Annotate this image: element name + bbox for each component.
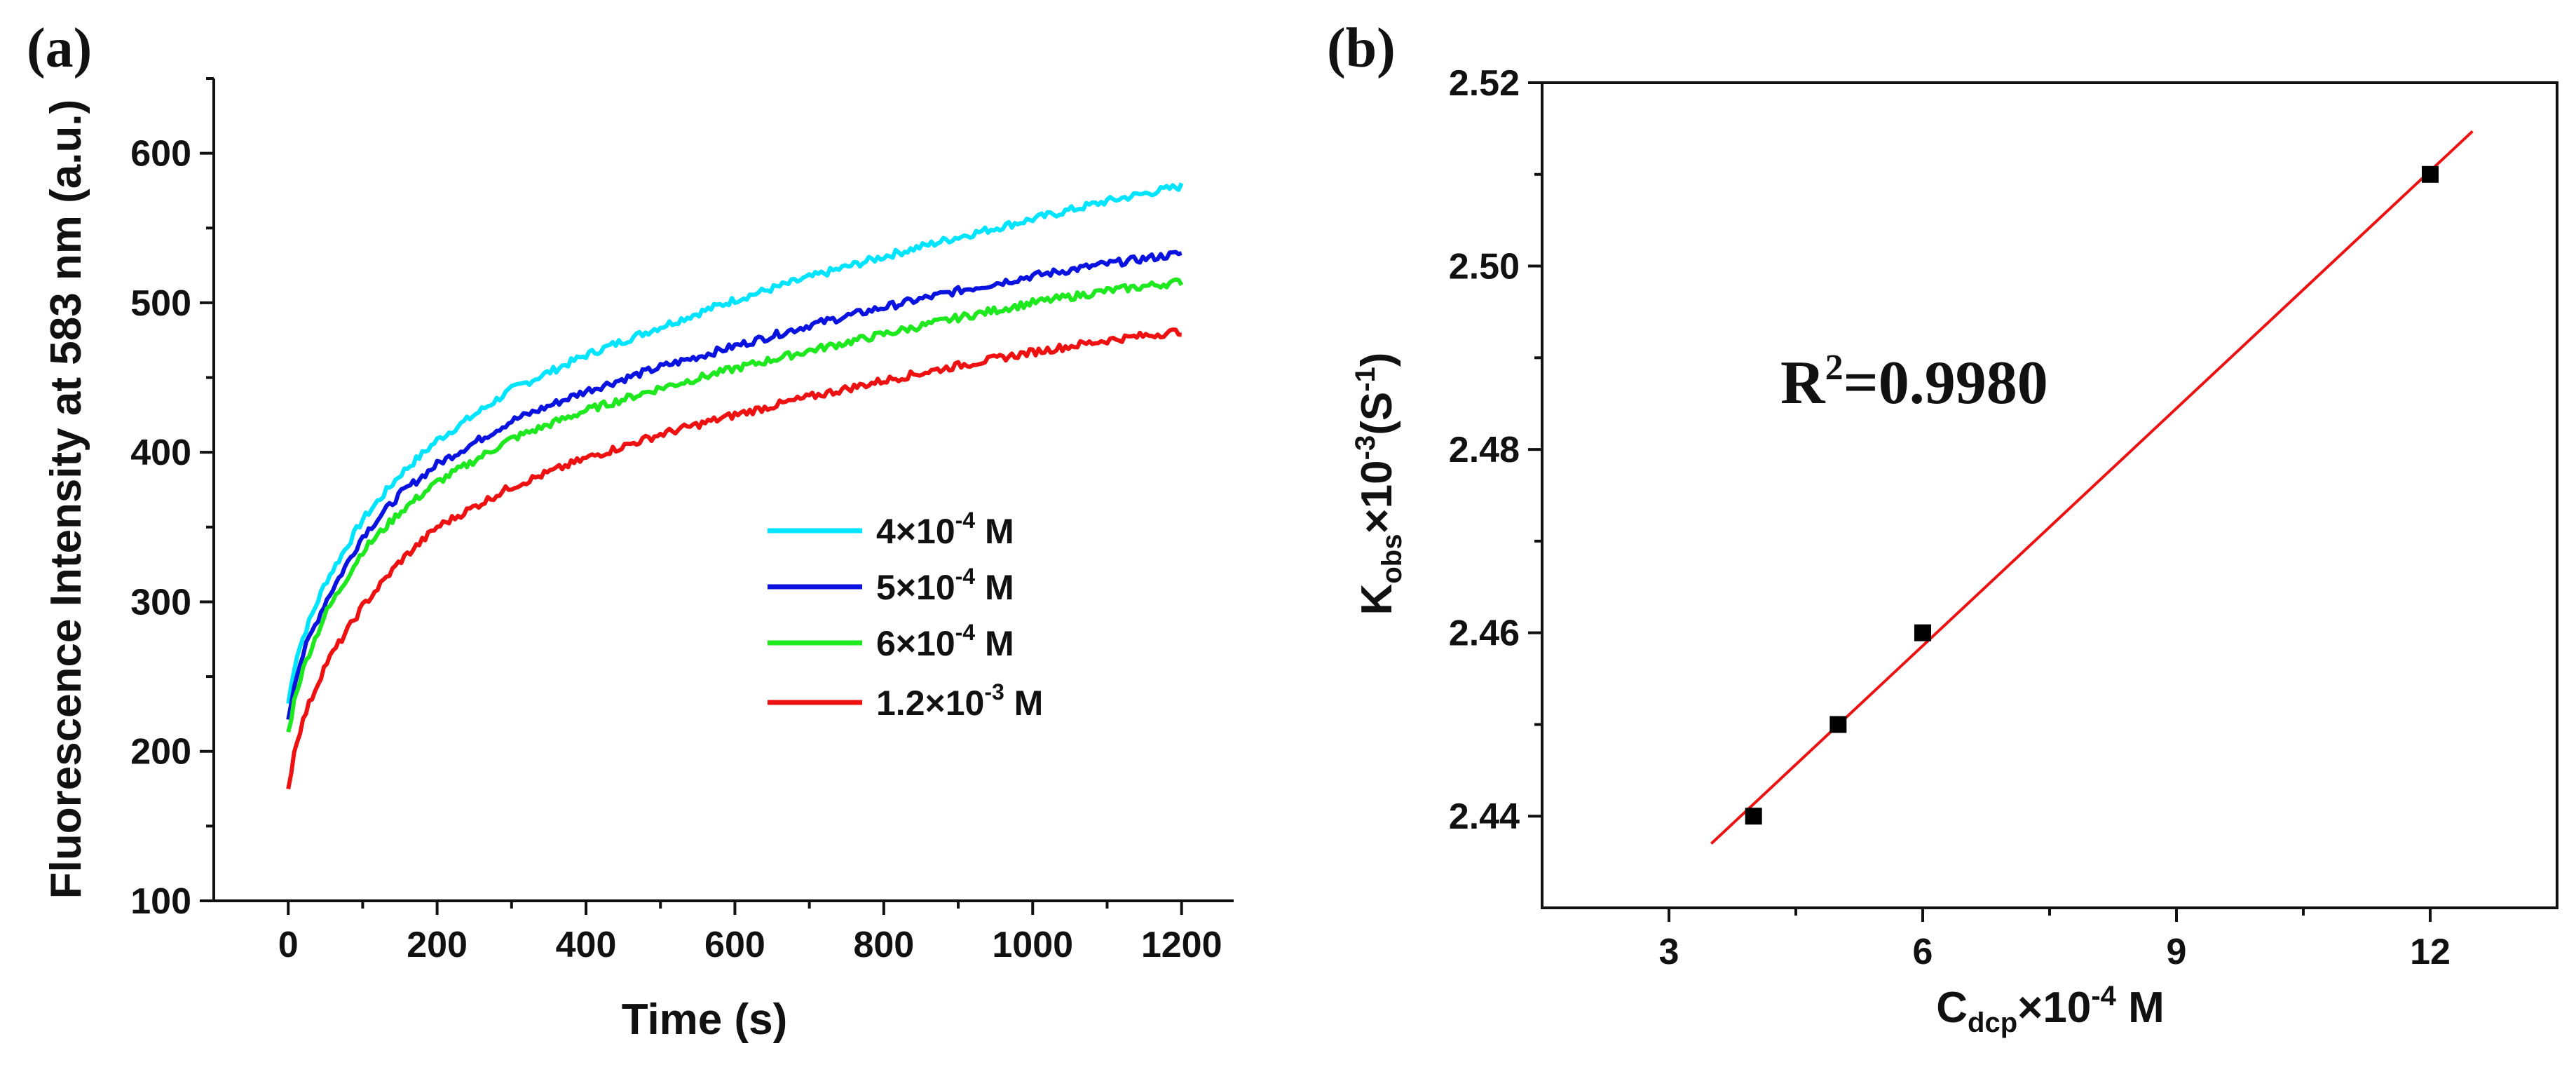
- panel-a: (a) 100 200 300 400 500 600 0 200 400 60…: [27, 18, 1234, 1044]
- legend-label: 6×10-4 M: [876, 620, 1014, 663]
- r-squared-annotation: R2=0.9980: [1780, 348, 2048, 417]
- panel-a-x-tick-label: 800: [853, 925, 914, 965]
- panel-a-label: (a): [27, 18, 92, 79]
- panel-a-y-tick-label: 200: [130, 732, 191, 773]
- fit-line: [1710, 130, 2474, 845]
- panel-b-label: (b): [1327, 18, 1396, 79]
- panel-a-ticks: [200, 77, 1183, 915]
- panel-a-y-tick-label: 600: [130, 134, 191, 175]
- legend-entry: 5×10-4 M: [768, 564, 1014, 607]
- panel-a-x-tick-label: 1200: [1141, 925, 1222, 965]
- series-line-1.2e-3: [286, 327, 1182, 789]
- panel-a-x-tick-label: 0: [278, 925, 299, 965]
- panel-a-y-tick-labels: 100 200 300 400 500 600: [130, 134, 191, 922]
- panel-b-ticks: [1528, 81, 2432, 922]
- series-line-4e-4: [286, 182, 1184, 705]
- legend-entry: 6×10-4 M: [768, 620, 1014, 663]
- panel-a-y-tick-label: 500: [130, 283, 191, 324]
- panel-a-y-tick-label: 100: [130, 881, 191, 922]
- panel-a-x-tick-labels: 0 200 400 600 800 1000 1200: [278, 925, 1222, 965]
- data-point: [1914, 624, 1931, 641]
- panel-b: (b) 2.44 2.46 2.48 2.50 2.52 3 6 9 12 Cd…: [1327, 18, 2558, 1038]
- legend-label: 5×10-4 M: [876, 564, 1014, 607]
- panel-a-y-axis-title: Fluorescence Intensity at 583 nm (a.u.): [42, 100, 90, 899]
- panel-b-y-axis-title: Kobs×10-3(S-1): [1350, 353, 1408, 616]
- panel-b-x-tick-label: 9: [2167, 932, 2187, 972]
- panel-b-y-tick-label: 2.52: [1449, 63, 1520, 104]
- panel-a-x-tick-label: 400: [556, 925, 617, 965]
- panel-b-x-axis-title: Cdcp×10-4 M: [1936, 981, 2165, 1038]
- panel-b-x-tick-labels: 3 6 9 12: [1659, 932, 2451, 972]
- panel-a-x-tick-label: 1000: [992, 925, 1073, 965]
- panel-b-y-tick-label: 2.46: [1449, 613, 1520, 654]
- panel-b-y-tick-label: 2.48: [1449, 430, 1520, 470]
- panel-b-y-tick-label: 2.50: [1449, 247, 1520, 287]
- series-line-6e-4: [286, 277, 1184, 733]
- legend-entry: 1.2×10-3 M: [768, 679, 1043, 723]
- panel-a-y-tick-label: 400: [130, 433, 191, 473]
- data-point: [2422, 165, 2439, 183]
- panel-b-points: [1745, 165, 2439, 825]
- panel-a-y-tick-label: 300: [130, 582, 191, 623]
- panel-a-x-tick-label: 600: [704, 925, 765, 965]
- panel-a-x-axis-title: Time (s): [622, 995, 788, 1044]
- panel-a-x-tick-label: 200: [407, 925, 468, 965]
- legend-label: 1.2×10-3 M: [876, 679, 1043, 723]
- panel-b-y-tick-label: 2.44: [1449, 796, 1520, 837]
- data-point: [1745, 808, 1762, 825]
- data-point: [1829, 716, 1847, 733]
- panel-b-frame: [1541, 81, 2558, 909]
- panel-a-legend: 4×10-4 M 5×10-4 M 6×10-4 M 1.2×10-3 M: [768, 508, 1043, 723]
- panel-a-series: [286, 182, 1184, 789]
- panel-b-x-tick-label: 3: [1659, 932, 1679, 972]
- panel-b-x-tick-label: 6: [1913, 932, 1933, 972]
- panel-b-y-tick-labels: 2.44 2.46 2.48 2.50 2.52: [1449, 63, 1520, 837]
- panel-b-x-tick-label: 12: [2410, 932, 2451, 972]
- legend-entry: 4×10-4 M: [768, 508, 1014, 551]
- series-line-5e-4: [286, 250, 1183, 721]
- legend-label: 4×10-4 M: [876, 508, 1014, 551]
